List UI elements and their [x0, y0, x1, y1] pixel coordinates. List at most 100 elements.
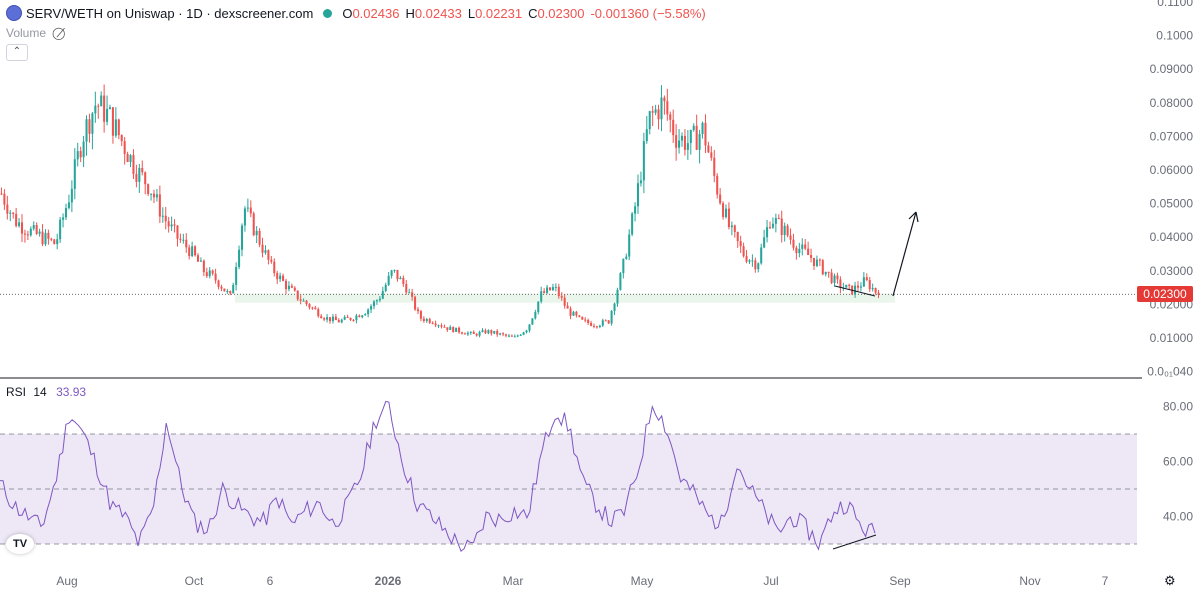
candle-body: [94, 105, 97, 114]
candle-body: [695, 125, 698, 150]
candle-body: [792, 239, 795, 248]
candle-body: [657, 109, 660, 120]
high-label: H: [405, 5, 415, 21]
price-tick-label: 0.05000: [1150, 197, 1194, 211]
candle-body: [220, 286, 223, 289]
candle-body: [29, 228, 32, 236]
candle-body: [261, 244, 264, 253]
candle-body: [194, 246, 197, 256]
candle-body: [443, 326, 446, 328]
candle-body: [50, 238, 53, 240]
candle-body: [789, 235, 792, 240]
candle-body: [722, 203, 725, 218]
candle-body: [323, 318, 326, 320]
candle-body: [117, 119, 120, 136]
candle-body: [540, 291, 543, 302]
candle-body: [249, 207, 252, 214]
candle-body: [217, 280, 220, 287]
candle-body: [815, 259, 818, 266]
candle-body: [76, 151, 79, 160]
candle-body: [6, 204, 9, 214]
candle-body: [238, 249, 241, 268]
rsi-legend: RSI 14 33.93: [6, 385, 86, 399]
candle-body: [358, 315, 361, 318]
candle-body: [311, 307, 314, 309]
candle-body: [0, 193, 3, 195]
candle-body: [147, 184, 150, 194]
candle-body: [510, 335, 513, 337]
candle-body: [26, 234, 29, 236]
settings-icon[interactable]: ⚙: [1164, 573, 1176, 588]
candle-body: [79, 151, 82, 158]
candle-body: [595, 326, 598, 328]
candle-body: [114, 119, 117, 136]
tradingview-logo[interactable]: TV: [6, 534, 34, 554]
candle-body: [41, 231, 44, 245]
candle-body: [560, 296, 563, 298]
candle-body: [780, 218, 783, 235]
candle-body: [704, 122, 707, 146]
candle-body: [862, 277, 865, 287]
candle-body: [516, 335, 519, 337]
time-tick-label: May: [631, 574, 654, 588]
price-tick-label: 0.09000: [1150, 62, 1194, 76]
candle-body: [308, 304, 311, 308]
candle-body: [437, 325, 440, 327]
candle-body: [496, 330, 499, 335]
candle-body: [592, 325, 596, 327]
candle-body: [91, 113, 94, 134]
candle-body: [745, 256, 748, 262]
candle-body: [795, 247, 798, 254]
candle-body: [352, 319, 355, 321]
candle-body: [856, 285, 860, 288]
candle-body: [645, 129, 648, 142]
candle-body: [18, 222, 21, 227]
volume-indicator[interactable]: Volume ◯̸: [6, 26, 65, 40]
close-value: 0.02300: [537, 5, 585, 21]
candle-body: [408, 292, 411, 294]
candle-body: [604, 320, 607, 322]
candle-body: [458, 327, 461, 333]
candle-body: [713, 157, 716, 176]
candle-body: [246, 207, 249, 209]
candle-body: [320, 316, 323, 319]
candle-body: [9, 212, 12, 214]
time-tick-label: Jul: [763, 574, 778, 588]
candle-body: [812, 257, 816, 266]
eye-off-icon[interactable]: ◯̸: [52, 26, 66, 40]
candle-body: [821, 260, 824, 275]
candle-body: [405, 283, 408, 293]
candle-body: [807, 248, 810, 256]
price-pane: [0, 84, 1137, 338]
candle-body: [179, 238, 182, 240]
candle-body: [132, 155, 135, 174]
candle-body: [144, 172, 147, 185]
candle-body: [590, 322, 593, 326]
candle-body: [463, 333, 466, 335]
candle-body: [337, 320, 340, 323]
candle-body: [440, 325, 443, 327]
candle-body: [610, 310, 613, 324]
candle-body: [44, 232, 47, 245]
candle-body: [32, 225, 35, 229]
candle-body: [651, 111, 654, 113]
candle-body: [572, 311, 575, 316]
candle-body: [616, 289, 619, 304]
candle-body: [557, 286, 560, 297]
candle-body: [375, 300, 378, 302]
candle-body: [47, 232, 50, 239]
candle-body: [15, 213, 18, 227]
candle-body: [768, 227, 772, 229]
candle-body: [103, 95, 106, 122]
serv-token-icon: [6, 5, 22, 21]
high-value: 0.02433: [414, 5, 462, 21]
candle-body: [164, 215, 167, 222]
candle-body: [425, 319, 428, 321]
candle-body: [59, 219, 62, 240]
candle-body: [537, 301, 540, 312]
candle-body: [839, 279, 842, 288]
candle-body: [683, 135, 686, 150]
collapse-legend-button[interactable]: ⌃: [6, 44, 28, 61]
candle-body: [232, 284, 235, 294]
